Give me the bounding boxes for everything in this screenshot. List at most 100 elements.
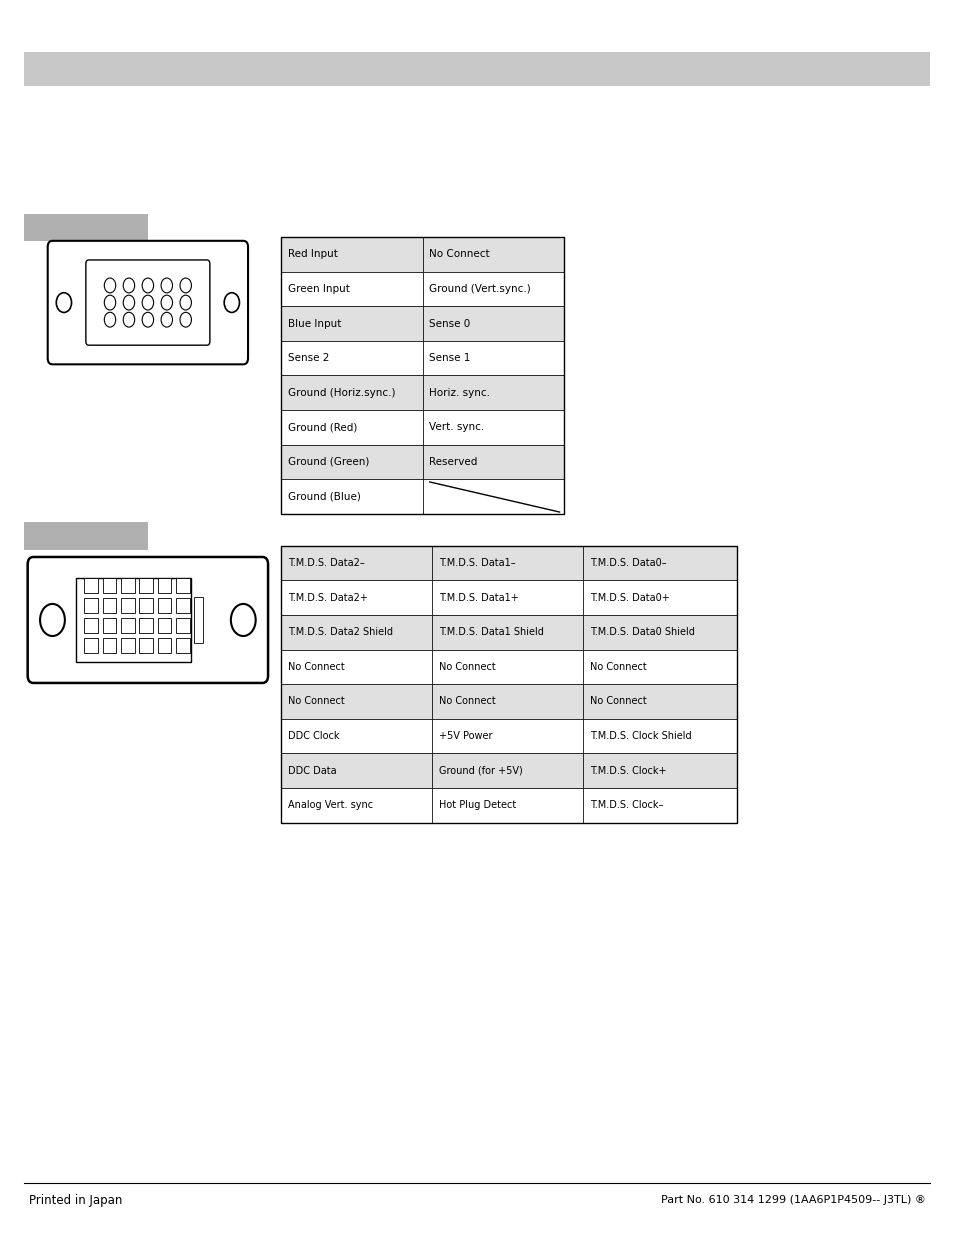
- Bar: [157, 638, 172, 653]
- Text: Part No. 610 314 1299 (1AA6P1P4509-- J3TL) ®: Part No. 610 314 1299 (1AA6P1P4509-- J3T…: [659, 1195, 924, 1205]
- Bar: [84, 578, 98, 593]
- Bar: [422, 237, 563, 272]
- Bar: [281, 615, 432, 650]
- Bar: [175, 598, 190, 614]
- Text: T.M.D.S. Data0 Shield: T.M.D.S. Data0 Shield: [589, 627, 694, 637]
- Bar: [121, 638, 134, 653]
- Circle shape: [123, 278, 134, 293]
- Text: T.M.D.S. Data2–: T.M.D.S. Data2–: [288, 558, 364, 568]
- Text: Reserved: Reserved: [429, 457, 477, 467]
- Bar: [422, 341, 563, 375]
- Circle shape: [231, 604, 255, 636]
- Circle shape: [104, 312, 115, 327]
- Text: Horiz. sync.: Horiz. sync.: [429, 388, 490, 398]
- Bar: [175, 578, 190, 593]
- Bar: [121, 619, 134, 634]
- Circle shape: [161, 295, 172, 310]
- Text: DDC Clock: DDC Clock: [288, 731, 339, 741]
- Bar: [281, 272, 422, 306]
- Text: T.M.D.S. Data1+: T.M.D.S. Data1+: [438, 593, 518, 603]
- Bar: [84, 638, 98, 653]
- Bar: [193, 597, 203, 643]
- Bar: [281, 410, 422, 445]
- Bar: [281, 237, 422, 272]
- Bar: [281, 580, 432, 615]
- Bar: [281, 306, 422, 341]
- Bar: [582, 719, 737, 753]
- Text: No Connect: No Connect: [288, 662, 344, 672]
- Text: No Connect: No Connect: [589, 697, 645, 706]
- Bar: [281, 237, 563, 514]
- Text: T.M.D.S. Clock Shield: T.M.D.S. Clock Shield: [589, 731, 691, 741]
- Bar: [103, 598, 116, 614]
- Bar: [121, 578, 134, 593]
- Bar: [432, 753, 582, 788]
- Circle shape: [180, 312, 192, 327]
- Bar: [422, 272, 563, 306]
- Text: Hot Plug Detect: Hot Plug Detect: [438, 800, 516, 810]
- Bar: [281, 719, 432, 753]
- Text: Vert. sync.: Vert. sync.: [429, 422, 484, 432]
- Text: Ground (Horiz.sync.): Ground (Horiz.sync.): [288, 388, 395, 398]
- Circle shape: [123, 312, 134, 327]
- Text: T.M.D.S. Data2+: T.M.D.S. Data2+: [288, 593, 368, 603]
- Text: T.M.D.S. Data2 Shield: T.M.D.S. Data2 Shield: [288, 627, 393, 637]
- Text: Ground (for +5V): Ground (for +5V): [438, 766, 522, 776]
- Bar: [157, 619, 172, 634]
- Text: +5V Power: +5V Power: [438, 731, 492, 741]
- Text: T.M.D.S. Data0+: T.M.D.S. Data0+: [589, 593, 669, 603]
- Bar: [432, 580, 582, 615]
- Bar: [281, 341, 422, 375]
- Bar: [84, 598, 98, 614]
- Bar: [582, 650, 737, 684]
- Bar: [103, 578, 116, 593]
- Text: Red Input: Red Input: [288, 249, 337, 259]
- Bar: [582, 580, 737, 615]
- Circle shape: [142, 312, 153, 327]
- Circle shape: [123, 295, 134, 310]
- Circle shape: [56, 293, 71, 312]
- Text: Ground (Green): Ground (Green): [288, 457, 369, 467]
- Text: Analog Vert. sync: Analog Vert. sync: [288, 800, 373, 810]
- Bar: [175, 638, 190, 653]
- Bar: [422, 445, 563, 479]
- Bar: [24, 522, 148, 550]
- Text: T.M.D.S. Data0–: T.M.D.S. Data0–: [589, 558, 665, 568]
- Bar: [582, 615, 737, 650]
- Circle shape: [104, 278, 115, 293]
- Text: T.M.D.S. Data1 Shield: T.M.D.S. Data1 Shield: [438, 627, 543, 637]
- Circle shape: [40, 604, 65, 636]
- Text: No Connect: No Connect: [438, 697, 495, 706]
- Bar: [582, 788, 737, 823]
- Bar: [281, 753, 432, 788]
- Bar: [103, 638, 116, 653]
- Text: T.M.D.S. Data1–: T.M.D.S. Data1–: [438, 558, 515, 568]
- Text: DDC Data: DDC Data: [288, 766, 336, 776]
- Bar: [139, 578, 152, 593]
- Text: T.M.D.S. Clock+: T.M.D.S. Clock+: [589, 766, 665, 776]
- Bar: [76, 578, 191, 662]
- Bar: [422, 479, 563, 514]
- Circle shape: [161, 312, 172, 327]
- FancyBboxPatch shape: [86, 259, 210, 346]
- Bar: [432, 719, 582, 753]
- Bar: [582, 546, 737, 580]
- FancyBboxPatch shape: [28, 557, 268, 683]
- Bar: [281, 788, 432, 823]
- Text: No Connect: No Connect: [288, 697, 344, 706]
- Text: Printed in Japan: Printed in Japan: [29, 1194, 122, 1207]
- Bar: [139, 638, 152, 653]
- Bar: [281, 445, 422, 479]
- Bar: [432, 650, 582, 684]
- Bar: [281, 375, 422, 410]
- Circle shape: [142, 295, 153, 310]
- Bar: [432, 788, 582, 823]
- Text: No Connect: No Connect: [429, 249, 490, 259]
- Bar: [157, 598, 172, 614]
- Circle shape: [180, 295, 192, 310]
- Text: Sense 2: Sense 2: [288, 353, 329, 363]
- Bar: [139, 619, 152, 634]
- Circle shape: [142, 278, 153, 293]
- Text: Ground (Vert.sync.): Ground (Vert.sync.): [429, 284, 531, 294]
- Text: Ground (Blue): Ground (Blue): [288, 492, 360, 501]
